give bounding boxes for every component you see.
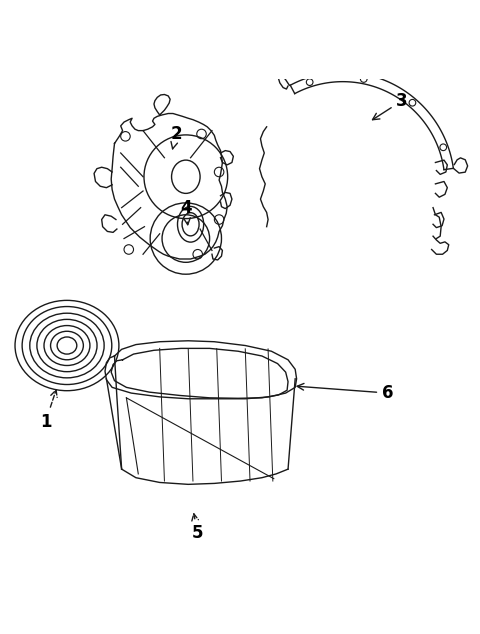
Text: 4: 4 bbox=[180, 198, 191, 224]
Text: 5: 5 bbox=[192, 514, 203, 542]
Text: 6: 6 bbox=[297, 384, 393, 402]
Text: 1: 1 bbox=[40, 390, 57, 430]
Text: 2: 2 bbox=[170, 125, 182, 149]
Text: 3: 3 bbox=[372, 92, 407, 120]
